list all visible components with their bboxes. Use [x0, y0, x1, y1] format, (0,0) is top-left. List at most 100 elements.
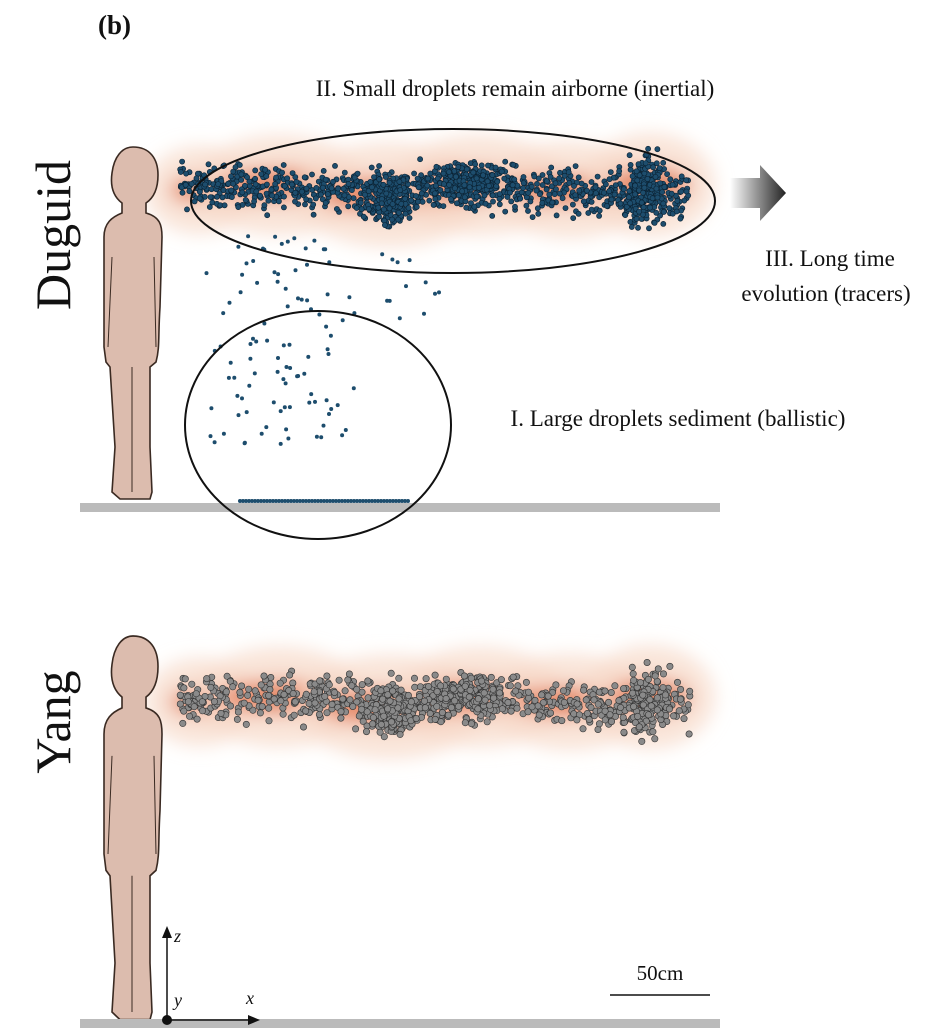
droplet	[616, 168, 623, 174]
droplet	[611, 682, 619, 690]
droplet	[629, 173, 636, 180]
droplet	[412, 714, 420, 722]
droplet	[270, 695, 278, 703]
droplet	[587, 703, 595, 711]
droplet	[639, 701, 647, 709]
droplet	[273, 174, 279, 181]
droplet	[404, 691, 412, 699]
droplet	[404, 284, 408, 289]
droplet	[246, 234, 251, 239]
droplet	[188, 680, 196, 688]
droplet	[630, 676, 638, 684]
droplet	[206, 204, 213, 210]
droplet	[430, 201, 437, 208]
droplet	[436, 682, 444, 690]
droplet	[263, 181, 270, 188]
droplet	[311, 699, 319, 707]
droplet	[198, 698, 206, 706]
droplet	[355, 499, 359, 503]
droplet	[628, 224, 635, 230]
droplet	[601, 687, 609, 695]
droplet	[622, 212, 629, 218]
droplet	[280, 204, 287, 211]
droplet	[256, 709, 264, 717]
droplet	[654, 146, 661, 153]
droplet	[556, 175, 563, 182]
droplet	[467, 674, 475, 682]
droplet	[651, 735, 659, 743]
droplet	[251, 259, 256, 263]
droplet	[335, 676, 343, 684]
droplet	[322, 499, 326, 503]
droplet	[302, 371, 307, 376]
droplet	[472, 161, 478, 168]
droplet	[537, 191, 543, 198]
droplet	[478, 162, 485, 169]
droplet	[196, 195, 203, 202]
droplet	[580, 198, 587, 205]
droplet	[620, 728, 628, 736]
droplet	[480, 172, 486, 179]
droplet	[225, 180, 232, 187]
droplet	[525, 189, 532, 196]
droplet	[653, 209, 660, 216]
droplet	[449, 685, 457, 693]
axis-label: y	[172, 990, 182, 1010]
droplet	[470, 169, 477, 176]
droplet	[647, 702, 655, 710]
droplet	[353, 685, 361, 693]
droplet	[459, 188, 465, 195]
droplet	[397, 499, 401, 503]
droplet	[653, 694, 661, 702]
droplet	[284, 175, 291, 182]
droplet	[433, 163, 440, 170]
droplet	[282, 405, 287, 410]
droplet	[348, 187, 355, 193]
droplet	[261, 202, 268, 209]
droplet	[179, 189, 186, 196]
droplet	[560, 698, 568, 706]
droplet	[328, 499, 332, 503]
droplet	[254, 696, 262, 704]
people	[103, 146, 163, 1021]
droplet	[561, 172, 568, 179]
droplet	[289, 499, 293, 503]
droplet	[387, 669, 395, 677]
droplet	[437, 290, 441, 295]
droplet	[302, 690, 310, 698]
droplet	[444, 711, 452, 719]
droplet	[364, 677, 372, 685]
droplet	[476, 184, 482, 191]
droplet	[583, 187, 590, 194]
droplet	[471, 203, 478, 210]
droplet	[426, 197, 433, 204]
droplet	[316, 677, 324, 685]
droplet	[337, 714, 345, 722]
droplet	[566, 180, 573, 186]
droplet	[351, 174, 358, 181]
droplet	[233, 715, 241, 723]
droplet	[407, 258, 412, 263]
droplet	[283, 381, 288, 386]
droplet	[310, 211, 317, 218]
droplet	[524, 708, 532, 716]
droplet	[205, 161, 212, 168]
droplet	[641, 170, 648, 177]
droplet	[633, 215, 640, 222]
droplet	[334, 499, 338, 503]
droplet	[626, 194, 632, 201]
droplet	[234, 708, 242, 716]
droplet	[403, 499, 407, 503]
droplet	[506, 682, 514, 690]
droplet	[272, 270, 277, 275]
droplet	[424, 175, 431, 182]
droplet	[235, 204, 242, 210]
droplet	[377, 720, 385, 728]
droplet	[313, 184, 320, 191]
droplet	[278, 409, 283, 414]
droplet	[208, 186, 215, 193]
droplet	[562, 205, 569, 211]
droplet	[196, 188, 203, 195]
droplet	[254, 339, 259, 344]
droplet	[344, 676, 352, 684]
